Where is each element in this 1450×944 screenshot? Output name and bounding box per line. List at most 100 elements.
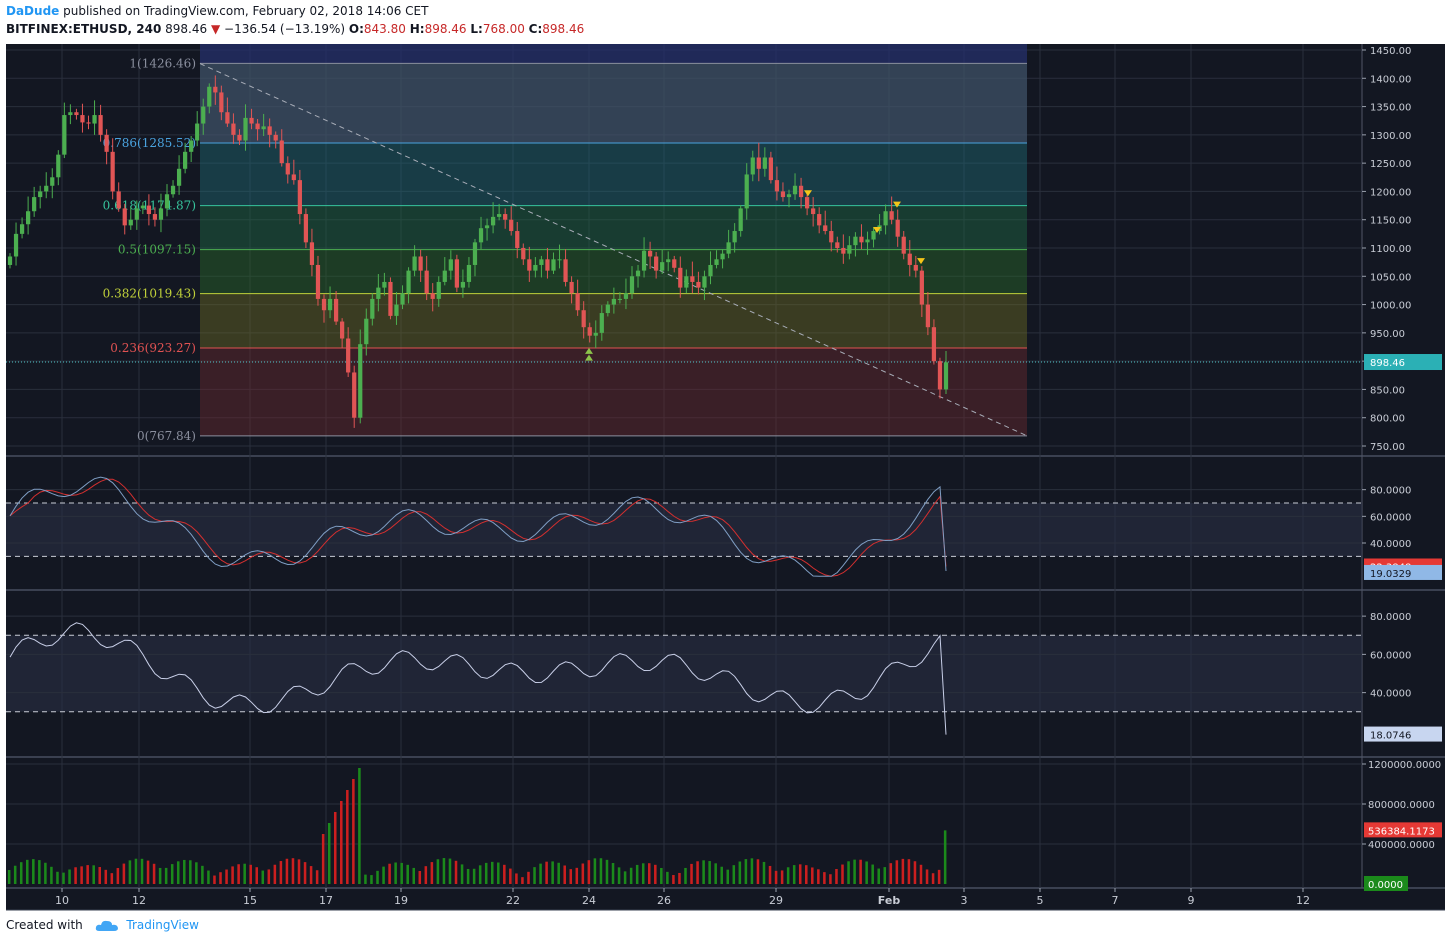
price-axis-label: 1200.00	[1370, 187, 1411, 198]
candle-body	[841, 248, 846, 254]
candle-body	[364, 318, 369, 345]
candle-body	[539, 259, 544, 265]
open-value: 843.80	[363, 22, 406, 36]
volume-bar	[684, 867, 687, 884]
stochastic-axis-label: 80.0000	[1370, 486, 1411, 497]
volume-bar	[376, 870, 379, 884]
author-name[interactable]: DaDude	[6, 4, 60, 18]
volume-bar	[406, 864, 409, 884]
candle-body	[418, 256, 423, 271]
candle-body	[321, 298, 327, 311]
volume-bar	[213, 875, 216, 884]
symbol-info: BITFINEX:ETHUSD, 240 898.46 ▼ −136.54 (−…	[6, 22, 584, 36]
current-price-badge-label: 898.46	[1370, 358, 1405, 369]
volume-bar	[545, 861, 548, 884]
volume-bar	[599, 858, 603, 884]
candle-body	[901, 236, 906, 254]
volume-bar	[841, 864, 844, 884]
candle-body	[925, 304, 930, 328]
candle-body	[26, 211, 31, 225]
volume-bar	[255, 867, 259, 884]
candle-body	[388, 281, 393, 316]
volume-bar	[448, 858, 452, 884]
candle-body	[207, 86, 212, 107]
x-axis-label: 9	[1188, 894, 1195, 907]
candle-body	[98, 115, 103, 135]
candle-body	[762, 157, 767, 169]
volume-bar	[484, 862, 488, 884]
volume-bar	[853, 859, 856, 884]
volume-bar	[587, 860, 591, 884]
candle-body	[50, 177, 55, 186]
candle-body	[551, 259, 556, 271]
candle-body	[38, 191, 43, 198]
volume-bar	[430, 862, 434, 884]
candle-body	[666, 259, 671, 263]
candle-body	[472, 242, 478, 265]
x-axis-label: 17	[319, 894, 333, 907]
candle-body	[684, 276, 689, 288]
candle-body	[19, 224, 25, 234]
volume-bar	[690, 863, 693, 884]
created-with-text: Created with	[6, 918, 83, 932]
fib-zone	[200, 63, 1027, 144]
volume-bar	[925, 869, 929, 884]
volume-bar	[623, 871, 627, 884]
volume-bar	[617, 867, 621, 884]
candle-body	[919, 270, 924, 305]
volume-bar	[611, 863, 615, 884]
tradingview-cloud-icon	[95, 920, 118, 931]
volume-bar	[74, 867, 77, 884]
fib-level-label: 0.5(1097.15)	[118, 243, 196, 257]
candle-body	[732, 231, 737, 243]
price-axis-label: 850.00	[1370, 385, 1405, 396]
fib-zone	[200, 143, 1027, 206]
volume-bar	[80, 866, 83, 884]
volume-bar	[521, 877, 524, 884]
candle-body	[116, 191, 121, 209]
volume-bar	[460, 864, 464, 884]
volume-bar	[515, 873, 518, 884]
candle-body	[460, 281, 466, 288]
x-axis-label: 3	[961, 894, 968, 907]
candle-body	[509, 219, 514, 232]
candle-body	[400, 293, 405, 305]
fib-level-label: 0.382(1019.43)	[103, 287, 196, 301]
candle-body	[611, 298, 616, 305]
candle-body	[183, 151, 188, 169]
volume-bar	[472, 868, 476, 884]
volume-bar	[394, 862, 397, 884]
volume-bar	[569, 869, 573, 884]
volume-axis-label: 1200000.0000	[1368, 760, 1441, 771]
volume-bar	[442, 858, 446, 884]
price-axis-label: 1000.00	[1370, 301, 1411, 312]
volume-bar	[327, 823, 331, 884]
volume-bar	[19, 862, 23, 884]
candle-body	[80, 115, 85, 123]
candle-body	[521, 248, 526, 260]
volume-bar	[128, 860, 132, 884]
volume-bar	[859, 859, 862, 884]
candle-body	[563, 259, 568, 282]
candle-body	[448, 259, 453, 271]
candle-body	[134, 208, 139, 220]
volume-last-value: 536384.1173	[1368, 826, 1435, 837]
volume-bar	[7, 870, 11, 884]
tradingview-link[interactable]: TradingView	[126, 918, 199, 932]
current-price-badge	[1364, 354, 1442, 371]
volume-bar	[382, 866, 385, 884]
volume-bar	[273, 864, 277, 884]
x-axis-label: 12	[1296, 894, 1310, 907]
rsi-band	[6, 635, 1362, 712]
volume-bar	[297, 859, 301, 884]
volume-bar	[551, 861, 554, 884]
volume-bar	[68, 869, 71, 884]
stochastic-band	[6, 503, 1362, 557]
volume-bar	[943, 830, 947, 884]
candle-body	[726, 242, 731, 254]
volume-bar	[792, 865, 796, 884]
candle-body	[503, 214, 508, 220]
candle-body	[352, 372, 357, 418]
candle-body	[931, 327, 937, 362]
